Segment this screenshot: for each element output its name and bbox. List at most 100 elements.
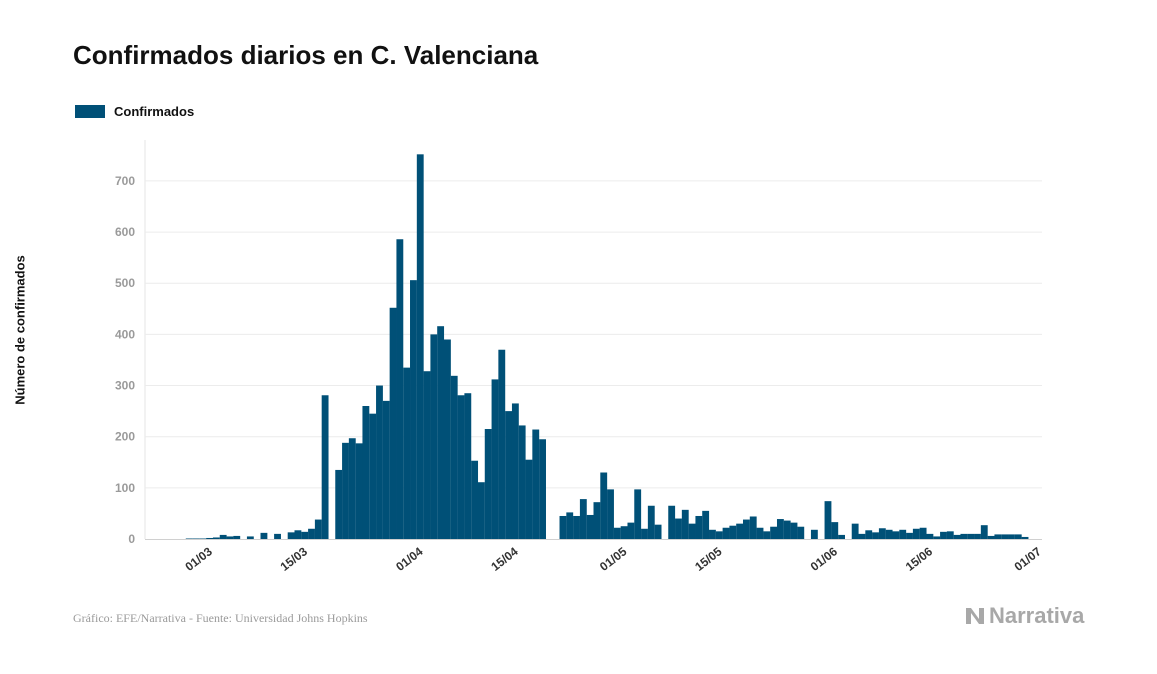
bar	[600, 472, 608, 539]
bar	[872, 532, 879, 539]
bar	[437, 326, 445, 539]
y-tick-label: 100	[115, 481, 135, 495]
bar	[410, 280, 417, 539]
bar	[953, 534, 961, 539]
bar	[376, 385, 383, 539]
bar	[858, 533, 866, 539]
bar	[389, 307, 397, 539]
bar	[511, 403, 519, 539]
bar	[301, 531, 309, 539]
legend-swatch	[75, 105, 105, 118]
y-tick-label: 400	[115, 327, 135, 341]
bar	[627, 522, 635, 539]
bar	[274, 533, 281, 539]
x-tick-label: 15/03	[278, 544, 311, 574]
bar	[797, 526, 805, 539]
bar	[308, 528, 315, 539]
x-tick-label: 01/06	[808, 544, 841, 574]
bar	[369, 413, 377, 539]
bar	[457, 395, 465, 539]
bar	[342, 442, 349, 539]
bar	[477, 482, 485, 539]
bar	[838, 534, 845, 539]
bar	[518, 425, 526, 539]
y-tick-label: 600	[115, 225, 135, 239]
bar	[321, 395, 329, 539]
bar	[892, 531, 900, 539]
bar	[709, 529, 716, 539]
bar	[770, 526, 778, 539]
bar	[348, 438, 356, 539]
bar	[226, 536, 234, 539]
bar	[532, 429, 540, 539]
y-tick-label: 0	[128, 532, 135, 546]
bar	[464, 393, 472, 539]
bar	[865, 530, 873, 539]
bar	[783, 520, 791, 539]
bar	[586, 514, 594, 539]
bar	[919, 527, 927, 539]
bar	[444, 339, 451, 539]
bar	[1021, 536, 1029, 539]
x-tick-label: 15/04	[488, 544, 521, 574]
bar	[960, 533, 968, 539]
bar	[641, 528, 648, 539]
bar	[1001, 534, 1009, 539]
bar	[722, 527, 730, 539]
bar	[484, 429, 492, 539]
bar	[1014, 534, 1022, 539]
x-tick-label: 15/06	[903, 544, 936, 574]
bar	[396, 239, 404, 540]
bar	[1008, 534, 1015, 539]
bar	[620, 526, 628, 539]
bar	[790, 522, 798, 539]
brand-name: Narrativa	[989, 603, 1085, 628]
bar	[416, 154, 424, 539]
y-tick-label: 500	[115, 276, 135, 290]
bar	[987, 535, 995, 539]
bar	[199, 538, 207, 540]
bar	[756, 527, 764, 539]
bar	[926, 533, 934, 539]
bar	[450, 375, 458, 539]
bar	[355, 443, 363, 539]
bar	[851, 523, 859, 539]
x-axis: 01/03 15/03 01/04 15/04 01/05 15/05 01/06 15/06…	[145, 539, 1045, 574]
bar	[260, 532, 268, 539]
bar	[668, 505, 676, 539]
bar	[525, 459, 533, 539]
y-tick-label: 700	[115, 174, 135, 188]
bar	[675, 518, 682, 539]
bar	[607, 489, 614, 539]
chart-title: Confirmados diarios en C. Valenciana	[73, 40, 539, 70]
bar	[736, 523, 744, 539]
gridlines	[144, 140, 1042, 539]
bar	[906, 532, 913, 539]
bar	[715, 531, 723, 539]
x-tick-label: 01/04	[393, 544, 426, 574]
bar	[899, 529, 907, 539]
narrativa-logo-icon	[966, 608, 984, 624]
bar	[566, 512, 574, 539]
brand-logo: Narrativa	[964, 603, 1084, 629]
y-axis-ticks: 0 100 200 300 400 500 600 700	[115, 174, 135, 546]
bar	[980, 525, 988, 539]
bar	[763, 531, 771, 539]
bar	[695, 515, 703, 539]
bar	[491, 379, 499, 539]
legend-label: Confirmados	[114, 104, 195, 119]
bar	[573, 515, 580, 539]
bar	[967, 533, 975, 539]
x-tick-label: 01/07	[1012, 544, 1045, 574]
bar	[613, 527, 621, 539]
bar	[810, 529, 818, 539]
bar	[192, 538, 200, 540]
bar	[912, 528, 920, 539]
bar	[233, 535, 241, 539]
x-tick-label: 01/05	[597, 544, 630, 574]
bar	[185, 538, 193, 540]
bar	[743, 519, 750, 539]
bar	[362, 406, 370, 539]
bar	[824, 501, 832, 539]
